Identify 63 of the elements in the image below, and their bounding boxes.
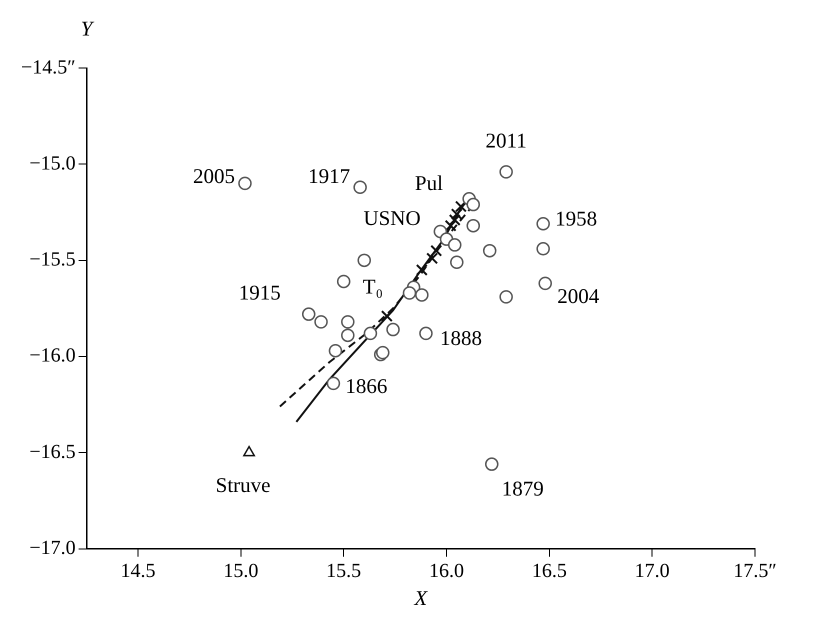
y-tick-label: −15.5 xyxy=(29,248,76,271)
y-tick-label: −16.5 xyxy=(29,440,76,463)
point xyxy=(328,344,342,358)
point xyxy=(326,376,340,390)
point xyxy=(238,176,252,190)
point xyxy=(416,264,428,276)
annotation: 2004 xyxy=(557,284,600,308)
point xyxy=(376,346,390,360)
point xyxy=(302,307,316,321)
x-tick-label: 16.5 xyxy=(532,560,567,582)
annotation: Struve xyxy=(216,473,270,498)
x-axis-title: X xyxy=(413,586,428,610)
annotation: 1888 xyxy=(440,326,482,350)
point xyxy=(341,315,355,329)
point xyxy=(386,322,400,336)
point xyxy=(536,217,550,231)
point xyxy=(314,315,328,329)
annotation: T₀ xyxy=(362,274,383,299)
point xyxy=(536,242,550,256)
y-tick-label: −14.5″ xyxy=(21,56,76,78)
point xyxy=(444,220,457,232)
point xyxy=(419,326,433,340)
x-tick-label: 14.5 xyxy=(120,560,156,582)
point xyxy=(402,286,416,300)
x-tick-label: 15.5 xyxy=(326,560,362,582)
x-tick-label: 17.5″ xyxy=(733,560,777,582)
annotation: 2005 xyxy=(192,164,235,188)
point xyxy=(499,290,513,304)
point xyxy=(499,165,513,179)
y-tick-label: −16.0 xyxy=(29,344,76,367)
x-tick-label: 15.0 xyxy=(223,560,258,582)
x-tick-label: 16.0 xyxy=(429,560,464,582)
point xyxy=(485,457,499,471)
point xyxy=(538,276,552,290)
point xyxy=(426,252,438,264)
point xyxy=(430,244,442,257)
point xyxy=(341,328,355,342)
point xyxy=(450,255,464,269)
point xyxy=(364,326,378,340)
y-tick-label: −15.0 xyxy=(29,152,76,174)
y-axis-title: Y xyxy=(80,16,95,41)
annotation: 2011 xyxy=(486,128,527,152)
annotation: 1917 xyxy=(308,164,350,188)
point xyxy=(454,200,467,212)
x-tick-label: 17.0 xyxy=(634,560,670,582)
point xyxy=(466,198,480,212)
annotation: USNO xyxy=(363,206,421,230)
point xyxy=(353,180,367,194)
point xyxy=(336,274,350,288)
point xyxy=(448,214,461,226)
point xyxy=(482,244,496,258)
annotation: 1866 xyxy=(345,374,388,398)
y-tick-label: −17.0 xyxy=(29,537,76,560)
point xyxy=(380,310,393,322)
point xyxy=(448,238,462,252)
annotation: 1879 xyxy=(502,476,544,501)
annotation: 1915 xyxy=(238,280,281,305)
point xyxy=(415,288,429,302)
point xyxy=(466,218,480,232)
annotation: Pul xyxy=(414,170,444,195)
point xyxy=(450,208,463,220)
annotation: 1958 xyxy=(555,206,598,230)
point xyxy=(358,254,371,268)
